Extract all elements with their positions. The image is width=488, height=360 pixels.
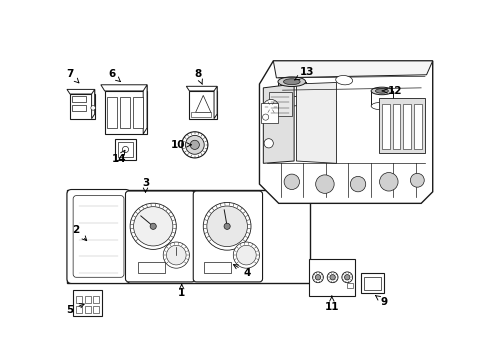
- Bar: [118, 142, 133, 157]
- Circle shape: [379, 172, 397, 191]
- Bar: [378, 98, 424, 153]
- Circle shape: [206, 206, 247, 247]
- Circle shape: [284, 174, 299, 189]
- Text: 10: 10: [170, 140, 191, 150]
- Polygon shape: [143, 85, 147, 134]
- Circle shape: [166, 245, 186, 265]
- Text: 2: 2: [72, 225, 86, 240]
- Circle shape: [150, 223, 156, 229]
- Text: 5: 5: [66, 303, 84, 315]
- Polygon shape: [296, 82, 336, 163]
- Bar: [360, 274, 384, 293]
- Circle shape: [91, 105, 95, 110]
- Text: 1: 1: [178, 284, 185, 298]
- Ellipse shape: [277, 77, 305, 86]
- Bar: [364, 276, 380, 291]
- Circle shape: [182, 132, 207, 158]
- Circle shape: [224, 223, 230, 229]
- Circle shape: [349, 176, 365, 192]
- Bar: [67, 189, 309, 283]
- Text: 3: 3: [142, 178, 149, 192]
- Bar: [84, 296, 91, 303]
- Polygon shape: [91, 89, 95, 119]
- Ellipse shape: [335, 76, 352, 85]
- Circle shape: [264, 139, 273, 148]
- FancyBboxPatch shape: [193, 191, 262, 282]
- Polygon shape: [195, 95, 210, 112]
- Ellipse shape: [370, 102, 392, 110]
- Circle shape: [409, 173, 424, 187]
- Bar: [73, 289, 102, 316]
- Circle shape: [263, 99, 278, 115]
- Circle shape: [133, 207, 172, 246]
- Text: 13: 13: [294, 67, 314, 80]
- Bar: [308, 259, 354, 296]
- Bar: [413, 104, 421, 149]
- Ellipse shape: [277, 96, 305, 106]
- Bar: [403, 104, 410, 149]
- Polygon shape: [101, 85, 147, 91]
- Text: 7: 7: [66, 69, 79, 83]
- Bar: [346, 283, 352, 288]
- Bar: [189, 91, 217, 119]
- FancyBboxPatch shape: [73, 195, 123, 277]
- Polygon shape: [259, 61, 432, 203]
- Text: 9: 9: [375, 296, 387, 307]
- Bar: [381, 104, 389, 149]
- Ellipse shape: [283, 79, 300, 85]
- Circle shape: [233, 242, 259, 268]
- Bar: [120, 97, 130, 128]
- FancyBboxPatch shape: [67, 189, 130, 283]
- Text: 6: 6: [108, 69, 120, 82]
- Circle shape: [326, 272, 337, 283]
- Bar: [268, 92, 291, 116]
- Bar: [392, 104, 400, 149]
- Bar: [115, 139, 136, 160]
- Bar: [93, 306, 99, 313]
- Circle shape: [262, 114, 268, 120]
- Text: 12: 12: [382, 86, 402, 96]
- Circle shape: [185, 135, 204, 154]
- Polygon shape: [273, 61, 432, 78]
- Bar: [76, 306, 82, 313]
- Bar: [370, 91, 392, 106]
- Polygon shape: [67, 89, 95, 94]
- Circle shape: [315, 175, 333, 193]
- Circle shape: [312, 272, 323, 283]
- Circle shape: [341, 272, 352, 283]
- Bar: [277, 82, 305, 101]
- Text: 8: 8: [194, 69, 202, 84]
- Circle shape: [130, 203, 176, 249]
- Bar: [203, 262, 230, 273]
- Bar: [133, 97, 143, 128]
- Text: 14: 14: [112, 150, 126, 164]
- Bar: [72, 95, 86, 102]
- Circle shape: [329, 275, 335, 280]
- Text: 11: 11: [324, 296, 338, 311]
- Bar: [76, 296, 82, 303]
- Polygon shape: [214, 86, 217, 119]
- Bar: [93, 296, 99, 303]
- Bar: [84, 306, 91, 313]
- Text: 4: 4: [233, 265, 250, 278]
- Polygon shape: [263, 84, 293, 163]
- Circle shape: [344, 275, 349, 280]
- FancyBboxPatch shape: [125, 191, 194, 282]
- Bar: [104, 91, 147, 134]
- Ellipse shape: [375, 89, 387, 93]
- Circle shape: [122, 147, 128, 153]
- Circle shape: [190, 140, 199, 149]
- Circle shape: [236, 245, 256, 265]
- Circle shape: [163, 242, 189, 268]
- Polygon shape: [186, 86, 217, 91]
- Circle shape: [315, 275, 320, 280]
- Bar: [138, 262, 164, 273]
- Ellipse shape: [370, 87, 392, 95]
- Bar: [107, 97, 117, 128]
- Bar: [261, 103, 277, 122]
- Circle shape: [203, 202, 250, 250]
- Bar: [190, 112, 210, 117]
- Bar: [70, 94, 95, 119]
- Bar: [72, 105, 86, 111]
